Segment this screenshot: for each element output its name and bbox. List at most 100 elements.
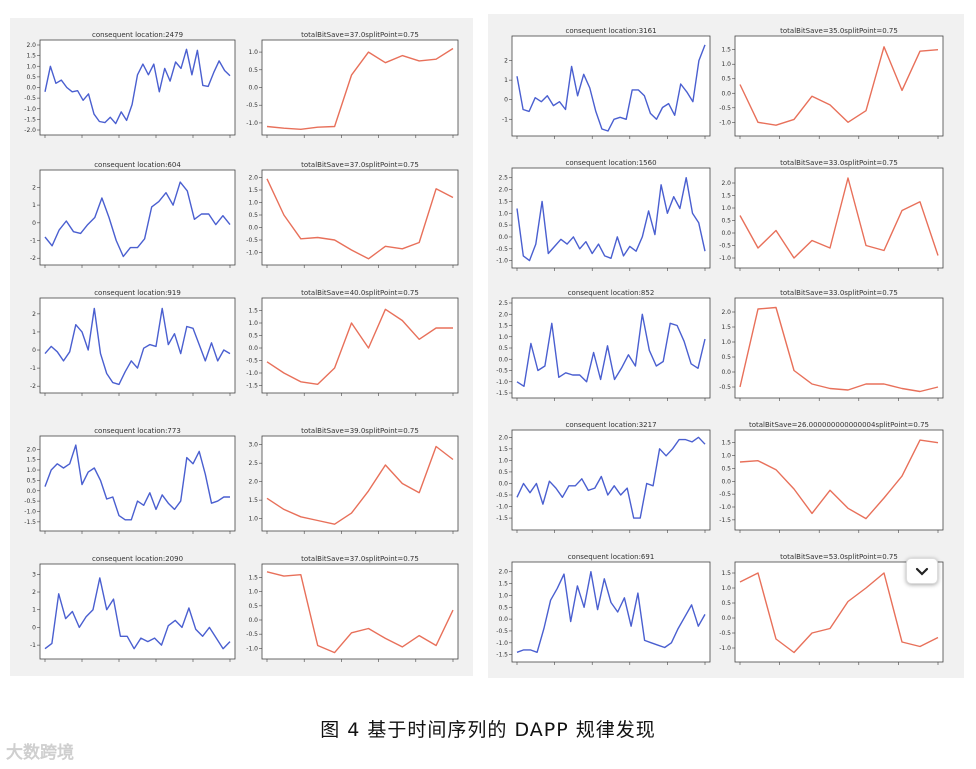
y-tick-label: 2 (32, 311, 36, 318)
chart-title: consequent location:773 (94, 427, 181, 435)
y-tick-label: 0.0 (721, 90, 731, 97)
series-line (44, 577, 231, 650)
expand-button[interactable] (906, 558, 938, 584)
y-tick-label: -0.5 (496, 628, 508, 635)
y-tick-label: 0.0 (498, 356, 508, 363)
y-tick-label: 1.5 (248, 308, 258, 315)
y-tick-label: 0.5 (248, 212, 258, 219)
y-tick-label: -0.5 (246, 237, 258, 244)
chart-11: consequent location:852 2.5 2.0 1.5 1.0 0.5 0.… (496, 289, 711, 401)
y-tick-label: 1 (32, 329, 36, 336)
y-tick-label: -1.0 (719, 504, 731, 511)
y-tick-label: 1.0 (721, 585, 731, 592)
y-tick-label: 3 (32, 571, 36, 578)
y-tick-label: 1.0 (721, 453, 731, 460)
plot-area (39, 297, 236, 394)
y-tick-label: 2.0 (498, 434, 508, 441)
chevron-down-icon (915, 567, 929, 576)
y-tick-label: -0.5 (24, 95, 36, 102)
y-tick-label: -1.5 (24, 519, 36, 526)
y-tick-label: 1.0 (721, 61, 731, 68)
y-tick-label: -1.0 (246, 250, 258, 257)
y-tick-label: 1.0 (721, 339, 731, 346)
y-tick-label: -1.0 (246, 645, 258, 652)
plot-area (734, 35, 944, 137)
plot-area (39, 169, 236, 266)
y-tick-label: 0.0 (498, 480, 508, 487)
plot-area (734, 167, 944, 269)
chart-title: consequent location:919 (94, 289, 181, 297)
chart-title: totalBitSave=37.0splitPoint=0.75 (301, 161, 419, 169)
y-tick-label: -0.5 (719, 384, 731, 391)
y-tick-label: -2 (30, 255, 36, 262)
y-tick-label: 1.0 (248, 589, 258, 596)
y-tick-label: 0.0 (248, 85, 258, 92)
y-tick-label: -1.5 (246, 383, 258, 390)
y-tick-label: -1.5 (496, 390, 508, 397)
plot-area (511, 35, 711, 137)
y-tick-label: 2.0 (248, 175, 258, 182)
plot-area (39, 39, 236, 136)
y-tick-label: 1.5 (721, 193, 731, 200)
y-tick-label: 1.5 (248, 575, 258, 582)
chart-2: totalBitSave=37.0splitPoint=0.75 1.0 0.5 0.… (246, 31, 459, 138)
y-tick-label: -0.5 (496, 246, 508, 253)
chart-title: consequent location:3217 (565, 421, 656, 429)
series-line (266, 571, 454, 654)
series-line (739, 46, 939, 126)
y-tick-label: -0.5 (246, 358, 258, 365)
series-line (739, 306, 939, 393)
y-tick-label: 0.5 (721, 218, 731, 225)
series-line (739, 439, 939, 520)
y-tick-label: 0.5 (498, 469, 508, 476)
chart-title: consequent location:2479 (92, 31, 183, 39)
y-tick-label: 2.0 (248, 479, 258, 486)
chart-title: totalBitSave=40.0splitPoint=0.75 (301, 289, 419, 297)
series-line (44, 444, 230, 521)
y-tick-label: -0.5 (496, 368, 508, 375)
chart-20: totalBitSave=53.0splitPoint=0.75 1.5 1.0 0.… (719, 553, 944, 665)
y-tick-label: 1 (32, 607, 36, 614)
y-tick-label: -1 (30, 238, 36, 245)
plot-area (39, 435, 236, 532)
chart-title: consequent location:1560 (565, 159, 656, 167)
plot-area (511, 297, 711, 399)
y-tick-label: 0.0 (498, 234, 508, 241)
series-line (516, 313, 706, 387)
chart-title: totalBitSave=37.0splitPoint=0.75 (301, 31, 419, 39)
y-tick-label: 1.0 (498, 210, 508, 217)
chart-19: consequent location:691 2.0 1.5 1.0 0.5 0.0 -0… (496, 553, 711, 665)
y-tick-label: -0.5 (246, 102, 258, 109)
y-tick-label: 1.5 (498, 323, 508, 330)
chart-1: consequent location:2479 2.0 1.5 1.0 0.5 0.0 -… (24, 31, 236, 138)
y-tick-label: 2.0 (498, 187, 508, 194)
chart-16: totalBitSave=26.000000000000004splitPoin… (719, 421, 944, 533)
series-line (739, 572, 939, 654)
y-tick-label: -1.5 (24, 116, 36, 123)
y-tick-label: 0.0 (721, 478, 731, 485)
y-tick-label: 0.5 (248, 603, 258, 610)
y-tick-label: 1.0 (248, 516, 258, 523)
watermark: 大数跨境 (6, 743, 74, 763)
chart-15: consequent location:3217 2.0 1.5 1.0 0.5 0.0 -… (496, 421, 711, 533)
y-tick-label: 2.0 (498, 311, 508, 318)
chart-title: totalBitSave=33.0splitPoint=0.75 (780, 159, 898, 167)
y-tick-label: 0.0 (721, 615, 731, 622)
plot-area (511, 167, 711, 269)
chart-9: consequent location:919 2 1 0 -1 -2 (30, 289, 236, 396)
y-tick-label: 0.5 (498, 222, 508, 229)
y-tick-label: -1 (30, 365, 36, 372)
series-line (516, 44, 706, 132)
y-tick-label: 1.5 (721, 324, 731, 331)
y-tick-label: 2.5 (498, 300, 508, 307)
chart-10: totalBitSave=40.0splitPoint=0.75 1.5 1.0 0.… (246, 289, 459, 396)
y-tick-label: -1.5 (719, 517, 731, 524)
y-tick-label: -1.0 (496, 258, 508, 265)
y-tick-label: -0.5 (719, 243, 731, 250)
y-tick-label: 1.0 (248, 320, 258, 327)
chart-8: totalBitSave=33.0splitPoint=0.75 2.0 1.5 1.… (719, 159, 944, 271)
y-tick-label: 2 (504, 58, 508, 65)
y-tick-label: 1.5 (26, 53, 36, 60)
y-tick-label: 1.0 (498, 592, 508, 599)
y-tick-label: 2 (32, 589, 36, 596)
